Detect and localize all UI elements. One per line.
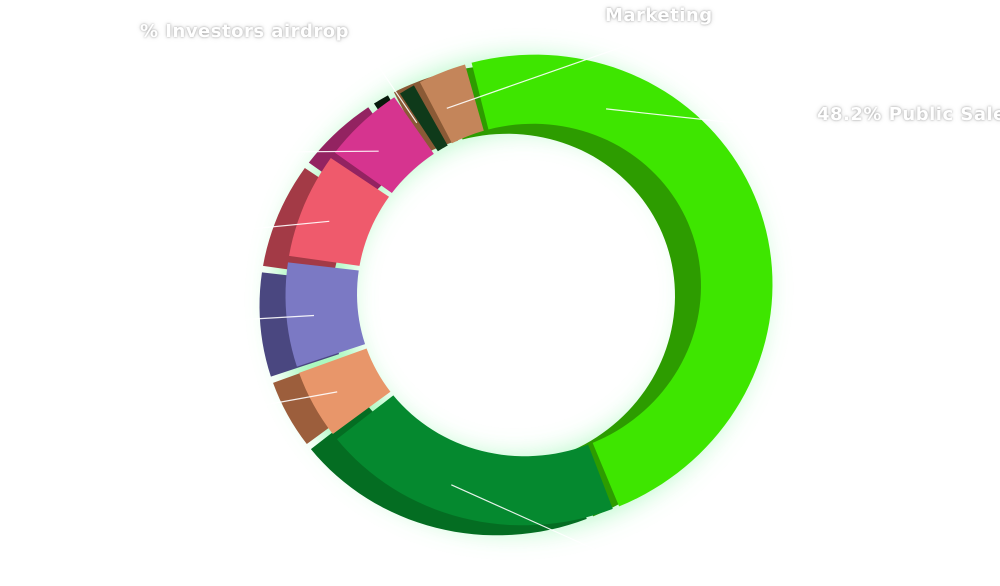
leader-line-6 [365, 47, 418, 124]
slice-6 [399, 85, 448, 152]
slice-2 [299, 348, 391, 435]
leader-lines [235, 23, 801, 567]
label-investors-airdrop: % Investors airdrop [140, 21, 350, 42]
leader-line-1 [451, 484, 633, 567]
label-public-sale: 48.2% Public Sale [817, 104, 1000, 125]
slice-3 [285, 262, 366, 367]
slice-4 [289, 158, 390, 266]
leader-line-4 [239, 220, 330, 231]
leader-line-7 [446, 23, 689, 109]
slice-5 [334, 97, 434, 193]
leader-line-5 [271, 150, 379, 153]
slice-1 [336, 395, 613, 526]
leader-line-2 [247, 391, 338, 409]
slice-7 [419, 64, 484, 144]
slice-0 [471, 54, 773, 507]
leader-line-0 [606, 108, 801, 131]
label-marketing: Marketing [605, 5, 713, 26]
slice-tops [285, 54, 773, 526]
leader-line-3 [235, 314, 315, 321]
